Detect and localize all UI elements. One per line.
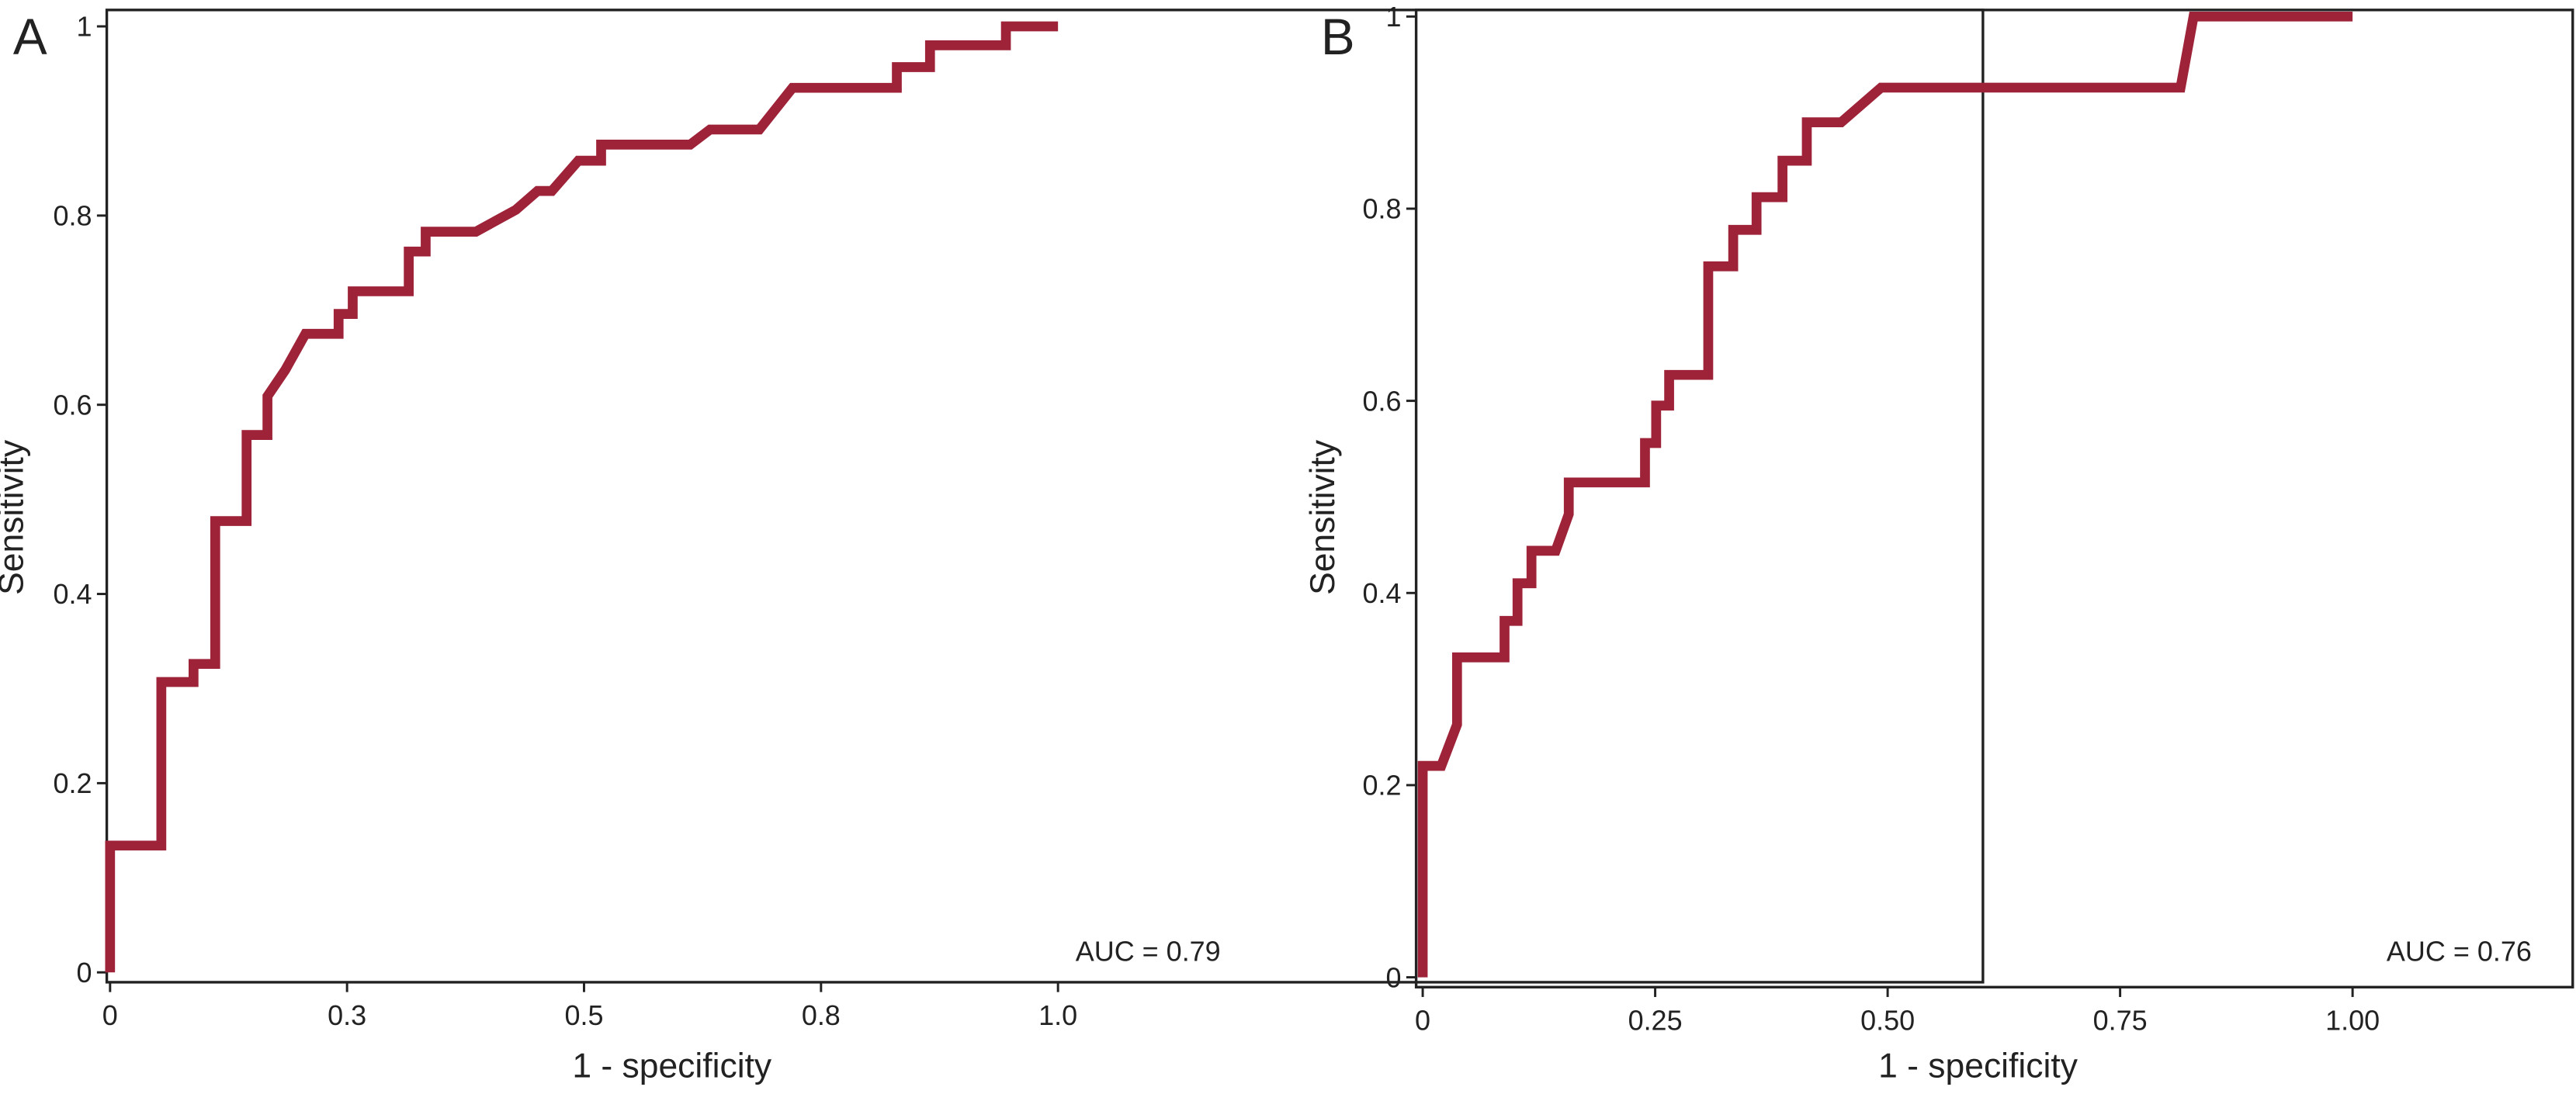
y-tick-label: 0 [1386, 961, 1402, 993]
plot-frame [105, 9, 1985, 984]
x-axis-label: 1 - specificity [1878, 1047, 2078, 1085]
y-tick-label: 0.6 [54, 389, 92, 421]
auc-annotation: AUC = 0.76 [2387, 935, 2532, 967]
roc-curve-line [1417, 11, 2353, 978]
y-tick-label: 1 [77, 11, 92, 43]
x-tick-label: 0.75 [2093, 1004, 2148, 1036]
x-tick-label: 1.0 [1038, 999, 1077, 1031]
x-axis-label: 1 - specificity [572, 1047, 772, 1085]
y-tick-label: 0.6 [1363, 385, 1402, 417]
y-tick-label: 1 [1386, 1, 1402, 33]
y-tick-label: 0.2 [1363, 770, 1402, 801]
plot-frame [1414, 9, 2574, 988]
y-axis-label: Sensitivity [1304, 439, 1342, 595]
panel-label: A [13, 9, 47, 65]
roc-curve-line [105, 21, 1059, 973]
y-axis-label: Sensitivity [0, 439, 31, 595]
x-tick-label: 0.3 [328, 999, 366, 1031]
x-tick-label: 0.5 [564, 999, 603, 1031]
x-tick-label: 0 [1415, 1004, 1430, 1036]
x-tick-label: 0.25 [1628, 1004, 1683, 1036]
x-tick-label: 1.00 [2325, 1004, 2380, 1036]
y-tick-label: 0 [77, 957, 92, 988]
y-tick-label: 0.2 [54, 767, 92, 799]
panel-label: B [1321, 9, 1355, 65]
chart-panel-b: 0 0.2 0.4 0.6 0.8 1 0 0.25 0.50 0.75 1.00 1 - speci… [1304, 1, 2574, 1085]
chart-panel-a: 0 0.2 0.4 0.6 0.8 1 0 0.3 0.5 0.8 1.0 1 - specifici… [0, 9, 1985, 1085]
auc-annotation: AUC = 0.79 [1076, 935, 1221, 967]
x-tick-label: 0 [102, 999, 118, 1031]
x-tick-label: 0.8 [802, 999, 841, 1031]
y-tick-label: 0.4 [54, 578, 92, 610]
y-tick-label: 0.4 [1363, 577, 1402, 609]
y-tick-label: 0.8 [54, 200, 92, 232]
y-tick-label: 0.8 [1363, 193, 1402, 225]
x-tick-label: 0.50 [1860, 1004, 1915, 1036]
